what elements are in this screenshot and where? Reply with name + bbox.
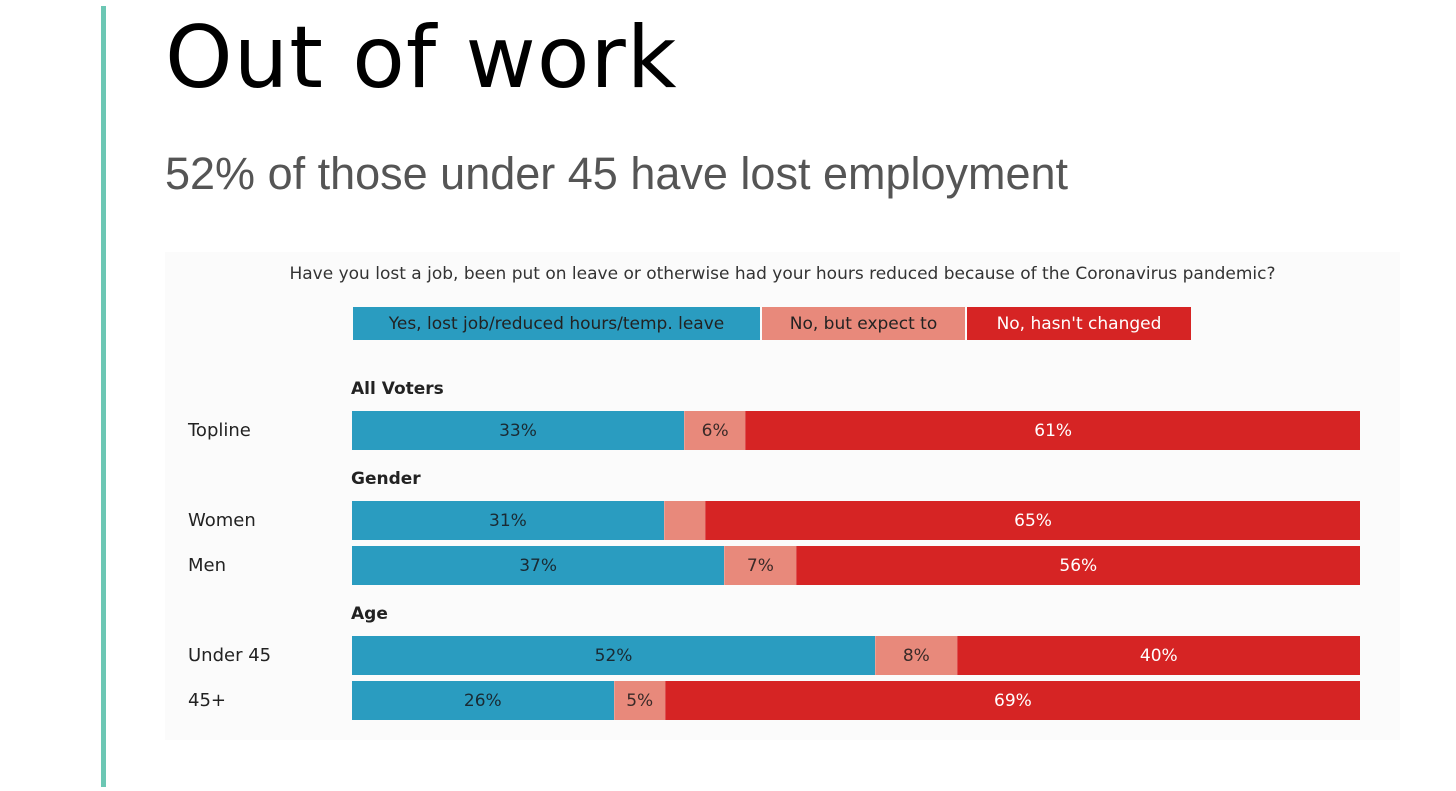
row-label: Under 45 [188, 645, 272, 666]
segment-expect: 6% [683, 411, 746, 450]
row-label: Women [188, 510, 256, 531]
segment-yes: 26% [352, 681, 614, 720]
page-title: Out of work [165, 8, 678, 108]
row-label: Topline [188, 420, 251, 441]
segment-yes: 37% [352, 546, 725, 585]
stacked-bar: 37% 7% 56% [352, 546, 1360, 585]
segment-no: 69% [664, 681, 1360, 720]
segment-expect [663, 501, 706, 540]
page-subtitle: 52% of those under 45 have lost employme… [165, 148, 1069, 199]
chart-title: Have you lost a job, been put on leave o… [289, 264, 1276, 284]
stacked-bar: 26% 5% 69% [352, 681, 1360, 720]
row-label: 45+ [188, 690, 226, 711]
segment-no: 61% [745, 411, 1360, 450]
segment-expect: 7% [724, 546, 796, 585]
segment-expect: 8% [875, 636, 957, 675]
stacked-bar: 33% 6% 61% [352, 411, 1360, 450]
legend-expect: No, but expect to [762, 307, 965, 340]
segment-yes: 31% [352, 501, 664, 540]
group-heading: Gender [351, 469, 421, 489]
group-heading: All Voters [351, 379, 444, 399]
segment-no: 65% [705, 501, 1360, 540]
group-heading: Age [351, 604, 388, 624]
stacked-bar: 31% 65% [352, 501, 1360, 540]
accent-rule [101, 6, 106, 787]
segment-yes: 33% [352, 411, 684, 450]
row-label: Men [188, 555, 227, 576]
legend-yes: Yes, lost job/reduced hours/temp. leave [353, 307, 760, 340]
segment-no: 56% [795, 546, 1360, 585]
legend: Yes, lost job/reduced hours/temp. leave … [353, 307, 1193, 340]
segment-no: 40% [956, 636, 1360, 675]
legend-no: No, hasn't changed [967, 307, 1191, 340]
chart-panel: Have you lost a job, been put on leave o… [165, 252, 1400, 740]
segment-yes: 52% [352, 636, 876, 675]
stacked-bar: 52% 8% 40% [352, 636, 1360, 675]
segment-expect: 5% [613, 681, 665, 720]
